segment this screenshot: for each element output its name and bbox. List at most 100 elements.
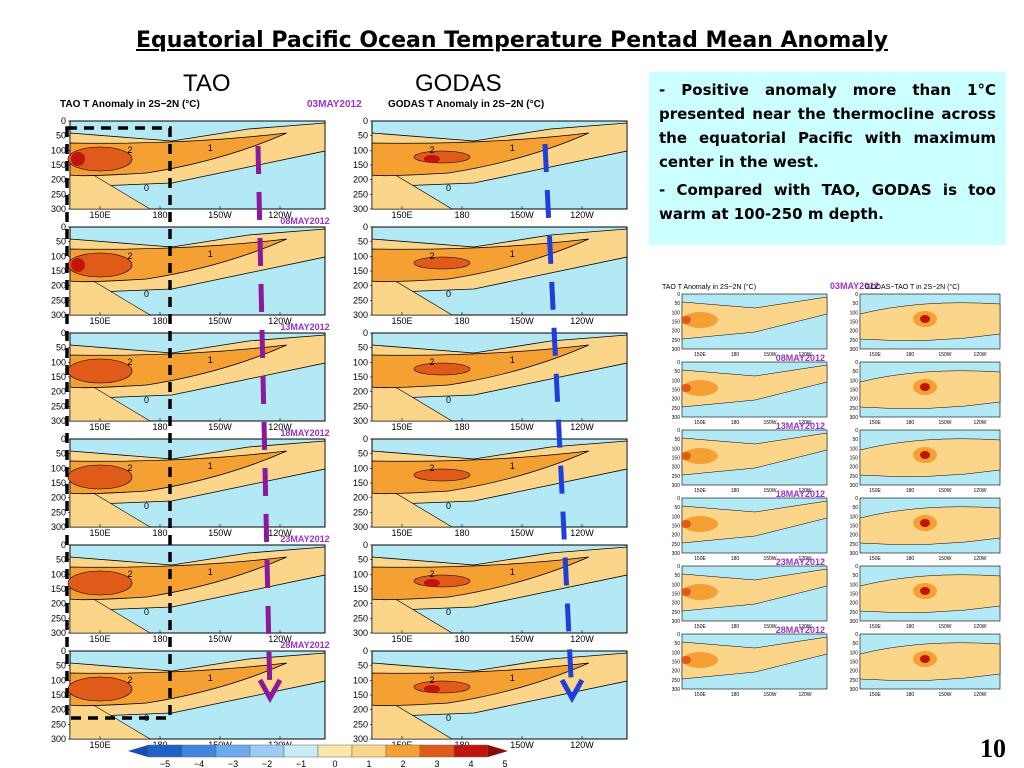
x-tick-label: 150W xyxy=(938,352,951,358)
y-tick-label: 0 xyxy=(363,328,368,338)
y-tick-label: 250 xyxy=(353,401,368,411)
x-tick-label: 150W xyxy=(938,624,951,630)
small-date: 28MAY2012 xyxy=(776,625,825,635)
y-tick-label: 200 xyxy=(850,465,859,471)
anomaly-2c-region xyxy=(413,362,471,376)
y-tick-label: 0 xyxy=(363,116,368,126)
y-tick-label: 150 xyxy=(353,160,368,170)
y-tick-label: 300 xyxy=(850,619,859,625)
y-tick-label: 150 xyxy=(51,266,66,276)
y-tick-label: 200 xyxy=(353,281,368,291)
y-tick-label: 50 xyxy=(674,573,680,579)
y-tick-label: 150 xyxy=(672,660,681,666)
x-tick-label: 150E xyxy=(391,316,412,326)
y-tick-label: 250 xyxy=(51,613,66,623)
x-tick-label: 150E xyxy=(869,420,881,426)
small-tao-panel-2: 0 50 100 150 200 250 300 150E 180 150W 120W xyxy=(672,360,828,426)
y-tick-label: 100 xyxy=(51,675,66,685)
anomaly-2c-region xyxy=(681,656,691,664)
x-tick-label: 180 xyxy=(152,634,167,644)
y-tick-label: 0 xyxy=(677,360,680,366)
x-tick-label: 180 xyxy=(731,556,740,562)
y-tick-label: 100 xyxy=(353,463,368,473)
y-tick-label: 250 xyxy=(51,401,66,411)
y-tick-label: 100 xyxy=(850,582,859,588)
x-tick-label: 150W xyxy=(510,316,534,326)
diff-max xyxy=(920,655,930,663)
x-tick-label: 150W xyxy=(763,692,776,698)
y-tick-label: 250 xyxy=(850,338,859,344)
anomaly-1c-region xyxy=(682,652,718,668)
y-tick-label: 50 xyxy=(852,505,858,511)
x-tick-label: 150E xyxy=(869,488,881,494)
y-tick-label: 300 xyxy=(850,415,859,421)
y-tick-label: 250 xyxy=(850,610,859,616)
x-tick-label: 120W xyxy=(268,422,292,432)
anomaly-1c-region xyxy=(371,344,589,389)
contour-label: 0 xyxy=(446,289,451,299)
diff-max xyxy=(920,315,930,323)
x-tick-label: 150W xyxy=(763,624,776,630)
x-tick-label: 150W xyxy=(208,634,232,644)
anomaly-max-region xyxy=(71,258,85,272)
colorbar-segment xyxy=(283,744,319,758)
x-tick-label: 150E xyxy=(869,556,881,562)
diff-max xyxy=(920,451,930,459)
y-tick-label: 300 xyxy=(672,347,681,353)
colorbar-label: −1 xyxy=(296,759,306,768)
anomaly-2c-region xyxy=(413,256,471,270)
page-title: Equatorial Pacific Ocean Temperature Pen… xyxy=(136,28,888,53)
y-tick-label: 250 xyxy=(672,338,681,344)
anomaly-1c-region xyxy=(371,662,589,707)
x-tick-label: 180 xyxy=(454,634,469,644)
x-tick-label: 150E xyxy=(391,210,412,220)
y-tick-label: 300 xyxy=(353,204,368,214)
tao-panel-title: TAO T Anomaly in 2S−2N (°C) xyxy=(60,99,200,110)
y-tick-label: 150 xyxy=(850,524,859,530)
y-tick-label: 0 xyxy=(61,540,66,550)
y-tick-label: 100 xyxy=(353,145,368,155)
contour-label: 0 xyxy=(144,501,149,511)
contour-label: 2 xyxy=(429,251,434,261)
panel-date-label: 23MAY2012 xyxy=(280,534,329,544)
y-tick-label: 100 xyxy=(850,514,859,520)
comparison-figure: TAO T Anomaly in 2S~2N (°C) 03MAY2012GODA… xyxy=(660,280,1008,720)
x-tick-label: 150W xyxy=(510,634,534,644)
y-tick-label: 0 xyxy=(677,632,680,638)
x-tick-label: 150E xyxy=(694,420,706,426)
y-tick-label: 0 xyxy=(855,496,858,502)
x-tick-label: 180 xyxy=(731,488,740,494)
small-diff-panel-2: 0 50 100 150 200 250 300 150E 180 150W 120W xyxy=(850,360,1001,426)
y-tick-label: 250 xyxy=(51,507,66,517)
anomaly-max-region xyxy=(424,685,440,693)
x-tick-label: 180 xyxy=(906,556,915,562)
y-tick-label: 150 xyxy=(672,388,681,394)
y-tick-label: 50 xyxy=(852,641,858,647)
y-tick-label: 50 xyxy=(358,131,368,141)
x-tick-label: 180 xyxy=(454,316,469,326)
y-tick-label: 0 xyxy=(61,434,66,444)
x-tick-label: 150E xyxy=(694,352,706,358)
panel-date-label: 13MAY2012 xyxy=(280,322,329,332)
x-tick-label: 150E xyxy=(869,352,881,358)
y-tick-label: 0 xyxy=(61,116,66,126)
y-tick-label: 0 xyxy=(363,540,368,550)
y-tick-label: 200 xyxy=(850,669,859,675)
y-tick-label: 300 xyxy=(51,204,66,214)
anomaly-2c-region xyxy=(67,358,133,384)
y-tick-label: 200 xyxy=(850,397,859,403)
x-tick-label: 150W xyxy=(938,556,951,562)
y-tick-label: 100 xyxy=(672,514,681,520)
y-tick-label: 250 xyxy=(672,474,681,480)
small-date: 23MAY2012 xyxy=(776,557,825,567)
diff-max xyxy=(920,587,930,595)
x-tick-label: 120W xyxy=(798,420,811,426)
y-tick-label: 200 xyxy=(51,175,66,185)
small-date: 13MAY2012 xyxy=(776,421,825,431)
contour-label: 1 xyxy=(208,461,213,471)
colorbar-label: 2 xyxy=(400,759,405,768)
x-tick-label: 180 xyxy=(731,420,740,426)
